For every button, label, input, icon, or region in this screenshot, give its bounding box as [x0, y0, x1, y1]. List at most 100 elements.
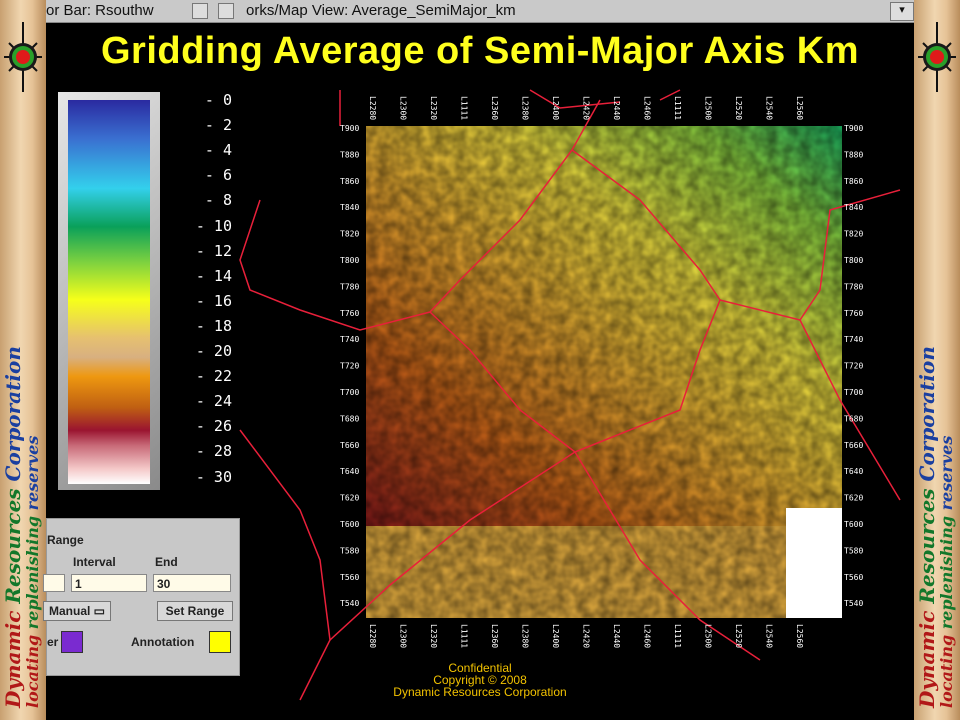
axis-tick-label: T600 [340, 520, 359, 529]
color-bar-window-title: or Bar: Rsouthw [46, 2, 154, 19]
axis-tick-label: T560 [340, 573, 359, 582]
axis-tick-label: L2360 [490, 624, 499, 648]
color-scale-labels: - 0 - 2 - 4 - 6 - 8 - 10 - 12 - 14 - 16 - 18 - 20 -… [195, 91, 238, 486]
axis-tick-label: L2440 [612, 96, 621, 120]
right-branding-bar: Dynamic Resources Corporation locating r… [914, 0, 960, 720]
county-boundaries [239, 89, 901, 701]
axis-tick-label: L1111 [673, 96, 682, 120]
axis-tick-label: T720 [340, 362, 359, 371]
window-minimize-button[interactable] [218, 3, 234, 19]
axis-tick-label: T800 [340, 256, 359, 265]
axis-tick-label: L2520 [734, 96, 743, 120]
left-branding-bar: Dynamic Resources Corporation locating r… [0, 0, 46, 720]
axis-tick-label: L2460 [643, 624, 652, 648]
axis-tick-label: T740 [340, 335, 359, 344]
axis-tick-label: T720 [844, 362, 863, 371]
color-scale-label: - 16 [195, 291, 232, 310]
color-scale-label: - 0 [204, 91, 232, 109]
color-scale-label: - 24 [195, 392, 232, 411]
interval-input[interactable]: 1 [71, 574, 147, 592]
color-scale-label: - 18 [195, 316, 232, 335]
map-view-window-title: orks/Map View: Average_SemiMajor_km [246, 2, 516, 19]
axis-tick-label: T640 [340, 467, 359, 476]
axis-tick-label: T580 [340, 546, 359, 555]
axis-tick-label: T760 [340, 309, 359, 318]
start-input[interactable] [43, 574, 65, 592]
axis-tick-label: T820 [844, 230, 863, 239]
axis-tick-label: T860 [844, 177, 863, 186]
axis-tick-label: T800 [844, 256, 863, 265]
color-scale-label: - 8 [204, 191, 232, 210]
axis-tick-label: T600 [844, 520, 863, 529]
confidential-footer: Confidential Copyright © 2008 Dynamic Re… [393, 661, 567, 699]
axis-tick-label: T820 [340, 230, 359, 239]
axis-tick-label: L2300 [399, 96, 408, 120]
range-mode-dropdown[interactable]: Manual ▭ [43, 601, 111, 621]
axis-tick-label: T620 [340, 494, 359, 503]
grid-surface [366, 126, 842, 618]
axis-tick-label: L2560 [795, 624, 804, 648]
axis-tick-label: L2320 [429, 96, 438, 120]
color-scale-label: - 6 [204, 166, 232, 185]
color-scale-label: - 10 [195, 216, 232, 235]
color-scale-label: - 28 [195, 442, 232, 461]
axis-tick-label: T840 [340, 203, 359, 212]
axis-tick-label: T880 [340, 150, 359, 159]
axis-tick-label: L2420 [582, 96, 591, 120]
axis-tick-label: T780 [340, 282, 359, 291]
bottom-axis-labels: L2280 L2300 L2320 L1111 L2360 L2380 L2400 L2420… [368, 624, 804, 648]
axis-tick-label: T640 [844, 467, 863, 476]
axis-tick-label: T560 [844, 573, 863, 582]
annotation-swatch[interactable] [209, 631, 231, 653]
top-axis-labels: L2280 L2300 L2320 L1111 L2360 L2380 L2400 L2420… [368, 96, 804, 120]
axis-tick-label: L2380 [521, 96, 530, 120]
color-scale-label: - 2 [204, 116, 232, 135]
color-scale-label: - 4 [204, 141, 232, 160]
axis-tick-label: L2380 [521, 624, 530, 648]
color-scale-label: - 12 [195, 241, 232, 260]
axis-tick-label: T880 [844, 150, 863, 159]
right-axis-labels: T900 T880 T860 T840 T820 T800 T780 T760 T740 T720… [844, 124, 863, 608]
axis-tick-label: L2400 [551, 96, 560, 120]
axis-tick-label: T760 [844, 309, 863, 318]
axis-tick-label: T860 [340, 177, 359, 186]
window-menu-button[interactable] [192, 3, 208, 19]
slide-title: Gridding Average of Semi-Major Axis Km [100, 30, 860, 72]
set-range-button[interactable]: Set Range [157, 601, 233, 621]
axis-tick-label: T680 [340, 414, 359, 423]
color-scale-bar [58, 92, 160, 490]
axis-tick-label: L1111 [673, 624, 682, 648]
color-scale-label: - 30 [195, 467, 232, 486]
axis-tick-label: L2520 [734, 624, 743, 648]
axis-tick-label: L2560 [795, 96, 804, 120]
color-gradient [68, 100, 150, 484]
axis-tick-label: T780 [844, 282, 863, 291]
axis-tick-label: L2440 [612, 624, 621, 648]
axis-tick-label: L2280 [368, 624, 377, 648]
axis-tick-label: L2300 [399, 624, 408, 648]
color-label: er [47, 635, 59, 649]
color-swatch[interactable] [61, 631, 83, 653]
axis-tick-label: L2420 [582, 624, 591, 648]
window-title-bar[interactable]: or Bar: Rsouthw orks/Map View: Average_S… [46, 0, 914, 23]
end-input[interactable]: 30 [153, 574, 231, 592]
axis-tick-label: T740 [844, 335, 863, 344]
range-heading: Range [47, 533, 84, 547]
axis-tick-label: L1111 [460, 96, 469, 120]
axis-tick-label: L2280 [368, 96, 377, 120]
axis-tick-label: T580 [844, 546, 863, 555]
window-close-button[interactable]: ▾ [890, 2, 914, 21]
annotation-label: Annotation [131, 635, 195, 649]
axis-tick-label: T840 [844, 203, 863, 212]
axis-tick-label: T620 [844, 494, 863, 503]
color-scale-label: - 14 [195, 266, 232, 285]
color-scale-label: - 20 [195, 342, 232, 360]
axis-tick-label: T680 [844, 414, 863, 423]
axis-tick-label: T900 [844, 124, 863, 133]
axis-tick-label: L2400 [551, 624, 560, 648]
range-panel: Range Interval End 1 30 Manual ▭ Set Ran… [43, 518, 240, 676]
company-logo-icon [4, 22, 42, 92]
interval-label: Interval [73, 555, 116, 569]
axis-tick-label: L2500 [704, 96, 713, 120]
